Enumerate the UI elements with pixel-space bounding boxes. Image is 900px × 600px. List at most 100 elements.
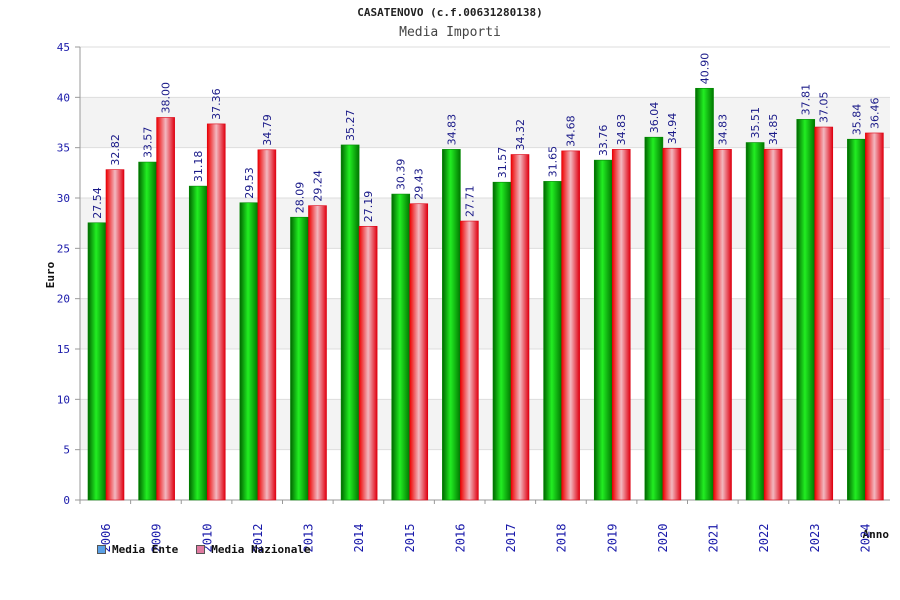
value-label-ente: 31.57 [496,147,509,179]
bar-media-nazionale [662,147,682,501]
legend-item-nazionale: Media Nazionale [196,543,311,556]
value-label-ente: 40.90 [699,53,712,85]
x-tick-label: 2020 [656,524,670,553]
bar-media-nazionale [105,169,125,501]
x-tick-label: 2012 [251,524,265,553]
value-label-nazionale: 38.00 [160,82,173,114]
y-tick-label: 25 [57,242,70,255]
bar-media-nazionale [206,123,226,501]
value-label-nazionale: 36.46 [868,97,881,129]
x-tick-label: 2021 [707,524,721,553]
y-tick-label: 45 [57,41,70,54]
x-tick-label: 2013 [302,524,316,553]
bar-media-ente [644,136,664,501]
legend-swatch-nazionale [196,545,206,554]
bar-media-ente [492,181,512,501]
value-label-nazionale: 34.83 [615,114,628,146]
value-label-ente: 34.83 [445,114,458,146]
bar-media-ente [188,185,208,501]
y-tick-label: 35 [57,142,70,155]
value-label-nazionale: 37.05 [818,92,831,124]
y-tick-label: 10 [57,393,70,406]
bar-media-nazionale [763,148,783,501]
value-label-nazionale: 27.19 [362,191,375,223]
bar-media-ente [745,142,765,501]
bar-media-nazionale [510,154,530,501]
bar-media-nazionale [814,126,834,501]
value-label-nazionale: 37.36 [210,88,223,120]
x-tick-label: 2017 [504,524,518,553]
y-tick-label: 30 [57,192,70,205]
bar-media-ente [695,87,714,501]
value-label-ente: 30.39 [395,159,408,191]
bar-media-nazionale [156,117,175,501]
legend-label-ente: Media Ente [112,543,179,556]
value-label-ente: 35.51 [749,107,762,139]
value-label-ente: 36.04 [648,102,661,134]
bar-media-ente [391,193,411,501]
x-tick-label: 2022 [757,524,771,553]
bar-media-ente [442,149,461,501]
bar-media-nazionale [460,220,479,501]
bar-media-ente [847,138,866,501]
bar-media-ente [239,202,259,501]
value-label-ente: 31.18 [192,151,205,183]
bar-media-nazionale [358,225,378,501]
bar-media-ente [593,159,613,501]
value-label-ente: 31.65 [547,146,560,178]
value-label-nazionale: 34.85 [767,114,780,146]
legend-label-nazionale: Media Nazionale [211,543,311,556]
bar-media-nazionale [257,149,277,501]
y-axis-label: Euro [44,261,57,288]
y-tick-label: 5 [63,444,70,457]
x-tick-label: 2019 [605,524,619,553]
value-label-nazionale: 34.83 [717,114,730,146]
x-tick-label: 2023 [808,524,822,553]
bar-media-nazionale [611,149,631,501]
bar-media-ente [87,222,107,501]
bar-media-nazionale [865,132,884,501]
value-label-nazionale: 32.82 [109,134,122,166]
bar-media-ente [796,119,816,501]
bar-media-nazionale [409,203,429,501]
value-label-ente: 33.57 [142,127,155,159]
x-axis-label: Anno [863,528,890,541]
value-label-nazionale: 34.79 [261,114,274,146]
value-label-ente: 33.76 [597,125,610,157]
x-tick-label: 2018 [555,524,569,553]
legend-item-ente: Media Ente [97,543,178,556]
x-tick-label: 2015 [403,524,417,553]
value-label-nazionale: 29.43 [413,168,426,200]
value-label-nazionale: 34.32 [514,119,527,151]
bar-media-ente [138,161,157,501]
x-tick-label: 2024 [858,524,872,553]
bar-media-nazionale [308,205,327,501]
bar-media-ente [340,144,360,501]
y-tick-label: 15 [57,343,70,356]
y-tick-label: 0 [63,494,70,507]
value-label-nazionale: 29.24 [312,170,325,202]
value-label-ente: 27.54 [91,187,104,219]
value-label-ente: 37.81 [800,84,813,116]
value-label-nazionale: 34.68 [565,115,578,147]
bar-media-ente [290,216,309,501]
y-tick-label: 40 [57,91,70,104]
value-label-ente: 35.84 [850,104,863,136]
x-tick-label: 2014 [352,524,366,553]
bar-media-ente [543,181,562,501]
bar-media-nazionale [561,150,580,501]
chart-legend: Media Ente Media Nazionale [97,543,311,556]
chart-title: CASATENOVO (c.f.00631280138) [357,6,543,19]
value-label-ente: 29.53 [243,167,256,199]
legend-swatch-ente [97,545,106,554]
bar-media-nazionale [713,149,732,501]
x-tick-label: 2009 [150,524,164,553]
chart-subtitle: Media Importi [399,25,501,40]
value-label-ente: 35.27 [344,109,357,141]
value-label-ente: 28.09 [294,182,307,214]
value-label-nazionale: 34.94 [666,113,679,145]
value-label-nazionale: 27.71 [463,186,476,218]
x-tick-label: 2016 [453,524,467,553]
y-tick-label: 20 [57,293,70,306]
